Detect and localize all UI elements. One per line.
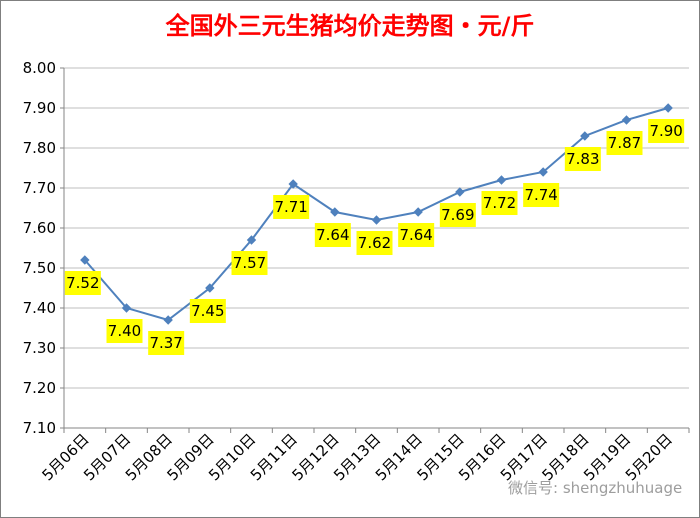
- data-label-box: [439, 203, 476, 227]
- y-tick-label: 7.70: [23, 179, 56, 197]
- data-labels: 7.52 7.40 7.37 7.45 7.57 7.71 7.64 7.62 7.64 7.69…: [64, 119, 685, 355]
- data-label-box: [64, 271, 101, 295]
- data-label: 7.64: [316, 226, 349, 244]
- data-label-box: [648, 119, 685, 143]
- data-label-box: [189, 299, 226, 323]
- data-label: 7.57: [233, 254, 266, 272]
- data-point: [538, 167, 548, 177]
- y-tick-label: 7.30: [23, 339, 56, 357]
- y-tick-label: 7.80: [23, 139, 56, 157]
- axes: [60, 67, 690, 433]
- data-label-box: [481, 191, 518, 215]
- data-label: 7.45: [191, 302, 224, 320]
- data-point: [621, 115, 632, 125]
- data-label-box: [231, 251, 268, 275]
- data-label: 7.69: [441, 206, 474, 224]
- data-label: 7.83: [566, 150, 599, 168]
- watermark: 微信号: shengzhuhuage: [508, 479, 682, 497]
- data-label-box: [564, 147, 601, 171]
- data-point: [163, 315, 173, 325]
- data-label-box: [148, 331, 185, 355]
- x-axis-ticks: 5月06日5月07日5月08日5月09日5月10日5月11日5月12日5月13日…: [38, 430, 676, 484]
- data-point: [121, 303, 132, 313]
- data-point: [330, 207, 340, 217]
- series-line: [84, 107, 669, 322]
- data-point: [371, 215, 382, 225]
- data-point: [288, 179, 298, 189]
- data-point: [496, 175, 507, 185]
- data-point: [580, 131, 590, 141]
- y-axis-ticks: 7.10 7.20 7.30 7.40 7.50 7.60 7.70 7.80 7.90 8.00: [23, 59, 56, 437]
- y-tick-label: 7.90: [23, 99, 56, 117]
- data-point: [246, 235, 257, 245]
- chart-title: 全国外三元生猪均价走势图・元/斤: [165, 12, 535, 40]
- data-point: [663, 103, 673, 113]
- data-label-box: [356, 231, 393, 255]
- data-label-box: [314, 223, 351, 247]
- y-tick-label: 8.00: [23, 59, 56, 77]
- data-label: 7.62: [358, 234, 391, 252]
- data-label: 7.74: [524, 186, 557, 204]
- data-label-box: [273, 195, 310, 219]
- y-tick-label: 7.50: [23, 259, 56, 277]
- data-label-box: [606, 131, 643, 155]
- y-tick-label: 7.40: [23, 299, 56, 317]
- data-label: 7.40: [108, 322, 141, 340]
- data-label-box: [398, 223, 435, 247]
- data-label: 7.87: [608, 134, 641, 152]
- data-label: 7.52: [66, 274, 99, 292]
- data-label: 7.64: [399, 226, 432, 244]
- data-label: 7.71: [274, 198, 307, 216]
- data-label: 7.72: [483, 194, 516, 212]
- data-point: [80, 255, 90, 265]
- price-series: [80, 103, 673, 325]
- y-tick-label: 7.60: [23, 219, 56, 237]
- data-point: [455, 187, 465, 197]
- x-tick-label: 5月20日: [622, 430, 676, 484]
- data-label-box: [106, 319, 143, 343]
- data-label: 7.37: [149, 334, 182, 352]
- data-label-box: [523, 183, 560, 207]
- data-point: [205, 283, 215, 293]
- data-label: 7.90: [649, 122, 682, 140]
- data-point: [413, 207, 423, 217]
- y-tick-label: 7.20: [23, 379, 56, 397]
- y-tick-label: 7.10: [23, 419, 56, 437]
